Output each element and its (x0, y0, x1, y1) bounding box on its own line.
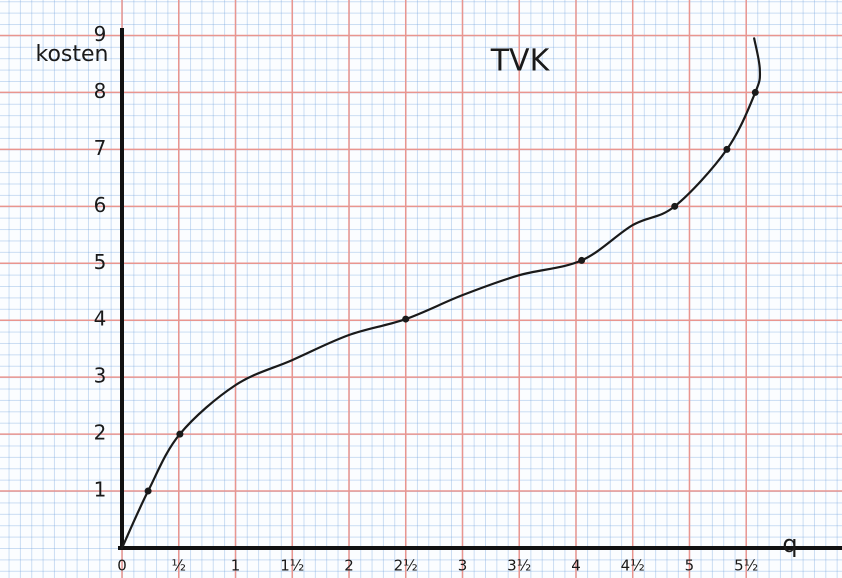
y-tick-label: 3 (94, 364, 107, 388)
x-tick-label: 2 (344, 557, 354, 575)
point (723, 145, 731, 153)
point (144, 487, 152, 495)
x-tick-label: 0 (117, 557, 127, 575)
x-tick-label: ½ (171, 557, 186, 575)
y-tick-label: 4 (94, 307, 107, 331)
point (176, 430, 184, 438)
x-tick-label: 4½ (621, 557, 645, 575)
x-tick-label: 1 (231, 557, 241, 575)
y-axis-label: kosten (36, 42, 109, 67)
x-axis-label: q (782, 530, 797, 558)
chart-title: TVK (490, 44, 551, 79)
y-tick-label: 1 (94, 478, 107, 502)
point (402, 315, 410, 323)
y-tick-label: 5 (94, 250, 107, 274)
x-tick-label: 5½ (734, 557, 758, 575)
x-tick-label: 3 (458, 557, 468, 575)
x-tick-label: 5 (685, 557, 695, 575)
point (751, 88, 759, 96)
y-tick-label: 6 (94, 193, 107, 217)
y-tick-label: 9 (94, 22, 107, 46)
x-tick-label: 3½ (507, 557, 531, 575)
x-tick-label: 1½ (280, 557, 304, 575)
x-tick-label: 2½ (394, 557, 418, 575)
cost-curve (120, 37, 762, 550)
y-tick-label: 7 (94, 136, 107, 160)
x-tick-label: 4 (571, 557, 581, 575)
y-tick-label: 2 (94, 421, 107, 445)
point (578, 256, 586, 264)
y-tick-label: 8 (94, 79, 107, 103)
point (671, 202, 679, 210)
